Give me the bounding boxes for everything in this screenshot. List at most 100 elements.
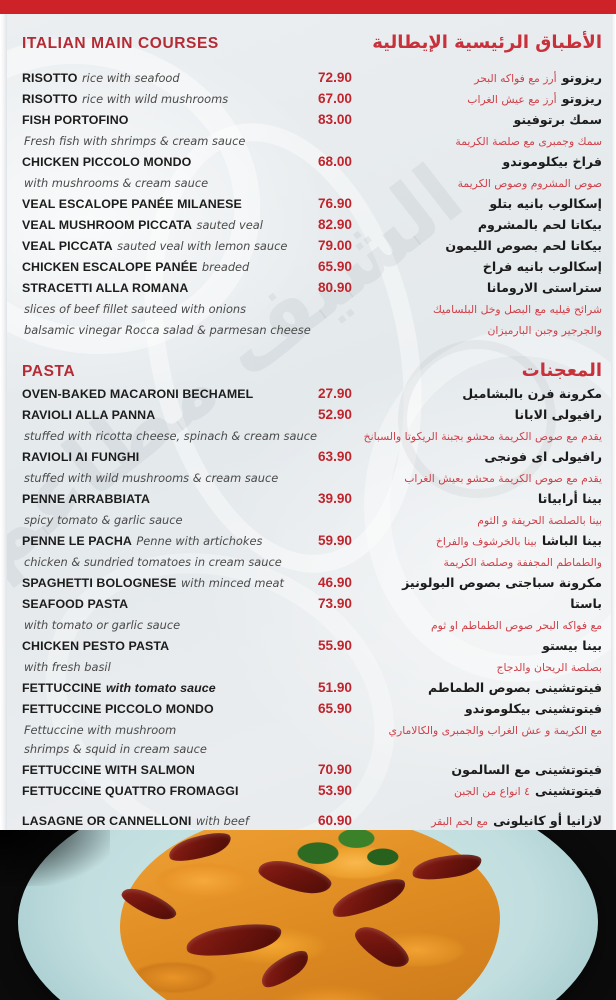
- menu-item-row: PENNE ARRABBIATA 39.90 بينا أرابياتا: [0, 488, 616, 509]
- item-name-group: RAVIOLI AI FUNGHI: [22, 447, 310, 467]
- item-subdescription: Fettuccine with mushroom: [24, 723, 177, 737]
- item-price: 82.90: [317, 217, 352, 232]
- item-price: 63.90: [317, 449, 352, 464]
- item-name-group: FETTUCCINE with tomato sauce: [22, 678, 310, 698]
- menu-description-row: with tomato or garlic sauce مع فواكه البح…: [0, 614, 616, 635]
- food-photo: [0, 830, 616, 1000]
- english-column: RISOTTO rice with wild mushrooms 67.00: [22, 89, 352, 109]
- menu-description-row: stuffed with wild mushrooms & cream sauc…: [0, 467, 616, 488]
- menu-item-row: LASAGNE OR CANNELLONI with beef 60.90 لازا…: [0, 810, 616, 831]
- english-column: balsamic vinegar Rocca salad & parmesan …: [22, 321, 352, 340]
- basil-leaf: [282, 830, 402, 878]
- item-description: sauted veal: [196, 218, 263, 232]
- arabic-column: صوص المشروم وصوص الكريمة: [352, 172, 602, 193]
- arabic-column: والطماطم المجففة وصلصة الكريمة: [352, 551, 602, 572]
- menu-section: ITALIAN MAIN COURSES الأطباق الرئيسية الإ…: [0, 32, 616, 340]
- menu-item-row: FETTUCCINE QUATTRO FROMAGGI 53.90 فيتوتشين…: [0, 780, 616, 801]
- item-description: rice with seafood: [82, 71, 180, 85]
- item-name-ar: فراخ بيكلوموندو: [502, 154, 602, 169]
- menu-description-row: chicken & sundried tomatoes in cream sau…: [0, 551, 616, 572]
- photo-vignette: [0, 830, 110, 886]
- english-column: Fettuccine with mushroom: [22, 721, 352, 740]
- item-name: SPAGHETTI BOLOGNESE: [22, 576, 177, 590]
- item-name: FETTUCCINE: [22, 681, 102, 695]
- item-subdescription-ar: سمك وجمبرى مع صلصة الكريمة: [455, 135, 602, 148]
- item-price: 65.90: [317, 701, 352, 716]
- item-price: 51.90: [317, 680, 352, 695]
- item-name-ar: ستراستى الارومانا: [486, 280, 602, 295]
- arabic-column: ريزوتو أرز مع فواكه البحر: [352, 67, 602, 88]
- item-name-ar: رافيولى الابانا: [514, 407, 602, 422]
- arabic-column: فراخ بيكلوموندو: [352, 151, 602, 171]
- item-name-ar: بينا الباشا: [541, 533, 602, 548]
- item-price: 67.00: [317, 91, 352, 106]
- item-price: 79.00: [317, 238, 352, 253]
- item-subdescription: with mushrooms & cream sauce: [24, 176, 209, 190]
- arabic-column: سمك برتوفينو: [352, 109, 602, 129]
- menu-description-row: spicy tomato & garlic sauce بينا بالصلصة …: [0, 509, 616, 530]
- arabic-column: مكرونة سباجتى بصوص البولونيز: [352, 572, 602, 592]
- item-name-ar: فيتوتشينى: [535, 783, 602, 798]
- item-subdescription-ar: والجرجير وجبن البارميزان: [487, 324, 602, 337]
- arabic-column: لازانيا أو كانيلونى مع لحم البقر: [352, 810, 602, 831]
- item-name: LASAGNE OR CANNELLONI: [22, 814, 192, 828]
- english-column: chicken & sundried tomatoes in cream sau…: [22, 553, 352, 572]
- menu-item-row: FISH PORTOFINO 83.00 سمك برتوفينو: [0, 109, 616, 130]
- item-price: 72.90: [317, 70, 352, 85]
- item-name: VEAL MUSHROOM PICCATA: [22, 218, 193, 232]
- arabic-column: يقدم مع صوص الكريمة محشو بجبنة الريكوتا …: [352, 425, 602, 446]
- item-name-group: RISOTTO rice with seafood: [22, 68, 310, 88]
- arabic-column: باستا: [352, 593, 602, 613]
- english-column: Fresh fish with shrimps & cream sauce: [22, 132, 352, 151]
- item-name-ar: بيكاتا لحم بصوص الليمون: [445, 238, 602, 253]
- menu-item-row: SEAFOOD PASTA 73.90 باستا: [0, 593, 616, 614]
- english-column: FETTUCCINE PICCOLO MONDO 65.90: [22, 699, 352, 719]
- arabic-column: فيتوتشينى مع السالمون: [352, 759, 602, 779]
- menu-section: PASTA المعجنات OVEN-BAKED MACARONI BECHAME…: [0, 360, 616, 852]
- item-price: 60.90: [317, 813, 352, 828]
- item-name-group: CHICKEN PESTO PASTA: [22, 636, 310, 656]
- item-name-group: PENNE LE PACHA Penne with artichokes: [22, 531, 310, 551]
- item-name: STRACETTI ALLA ROMANA: [22, 281, 189, 295]
- item-subdescription-ar: مع الكريمة و عش الغراب والجمبرى والكالام…: [388, 724, 602, 737]
- item-subdescription-ar: يقدم مع صوص الكريمة محشو بجبنة الريكوتا …: [363, 430, 602, 443]
- item-name-group: RAVIOLI ALLA PANNA: [22, 405, 310, 425]
- english-column: with tomato or garlic sauce: [22, 616, 352, 635]
- item-description: with tomato sauce: [105, 681, 216, 695]
- item-name: PENNE ARRABBIATA: [22, 492, 151, 506]
- item-subdescription-ar: والطماطم المجففة وصلصة الكريمة: [443, 556, 602, 569]
- item-description-ar: ٤ انواع من الجبن: [454, 785, 530, 798]
- item-description-ar: أرز مع عيش الغراب: [467, 93, 557, 106]
- arabic-column: والجرجير وجبن البارميزان: [352, 319, 602, 340]
- arabic-column: رافيولى الابانا: [352, 404, 602, 424]
- item-name-group: FETTUCCINE WITH SALMON: [22, 760, 310, 780]
- item-name-group: PENNE ARRABBIATA: [22, 489, 310, 509]
- item-name-group: VEAL ESCALOPE PANÉE MILANESE: [22, 194, 310, 214]
- item-subdescription-ar: شرائح فيليه مع البصل وخل البلساميك: [432, 303, 602, 316]
- english-column: CHICKEN ESCALOPE PANÉE breaded 65.90: [22, 257, 352, 277]
- item-name: OVEN-BAKED MACARONI BECHAMEL: [22, 387, 254, 401]
- english-column: FETTUCCINE QUATTRO FROMAGGI 53.90: [22, 781, 352, 801]
- arabic-column: بينا أرابياتا: [352, 488, 602, 508]
- arabic-column: مع الكريمة و عش الغراب والجمبرى والكالام…: [352, 719, 602, 740]
- item-price: 39.90: [317, 491, 352, 506]
- item-subdescription: stuffed with ricotta cheese, spinach & c…: [24, 429, 317, 443]
- menu-description-row: with mushrooms & cream sauce صوص المشروم …: [0, 172, 616, 193]
- menu-description-row: Fettuccine with mushroom مع الكريمة و عش …: [0, 719, 616, 740]
- menu-item-row: VEAL MUSHROOM PICCATA sauted veal 82.90 بي…: [0, 214, 616, 235]
- item-name: CHICKEN PESTO PASTA: [22, 639, 170, 653]
- menu-item-row: FETTUCCINE with tomato sauce 51.90 فيتوتشي…: [0, 677, 616, 698]
- item-subdescription-ar: يقدم مع صوص الكريمة محشو بعيش الغراب: [404, 472, 602, 485]
- arabic-column: ستراستى الارومانا: [352, 277, 602, 297]
- item-description: Penne with artichokes: [136, 534, 263, 548]
- item-name-ar: فيتوتشينى بصوص الطماطم: [428, 680, 602, 695]
- english-column: VEAL PICCATA sauted veal with lemon sauc…: [22, 236, 352, 256]
- arabic-column: إسكالوب بانيه بتلو: [352, 193, 602, 213]
- item-name: FETTUCCINE PICCOLO MONDO: [22, 702, 214, 716]
- english-column: STRACETTI ALLA ROMANA 80.90: [22, 278, 352, 298]
- item-description: breaded: [201, 260, 250, 274]
- item-name: FETTUCCINE WITH SALMON: [22, 763, 195, 777]
- arabic-column: مع فواكه البحر صوص الطماطم او ثوم: [352, 614, 602, 635]
- section-header: PASTA المعجنات: [0, 360, 616, 381]
- item-name: RISOTTO: [22, 92, 78, 106]
